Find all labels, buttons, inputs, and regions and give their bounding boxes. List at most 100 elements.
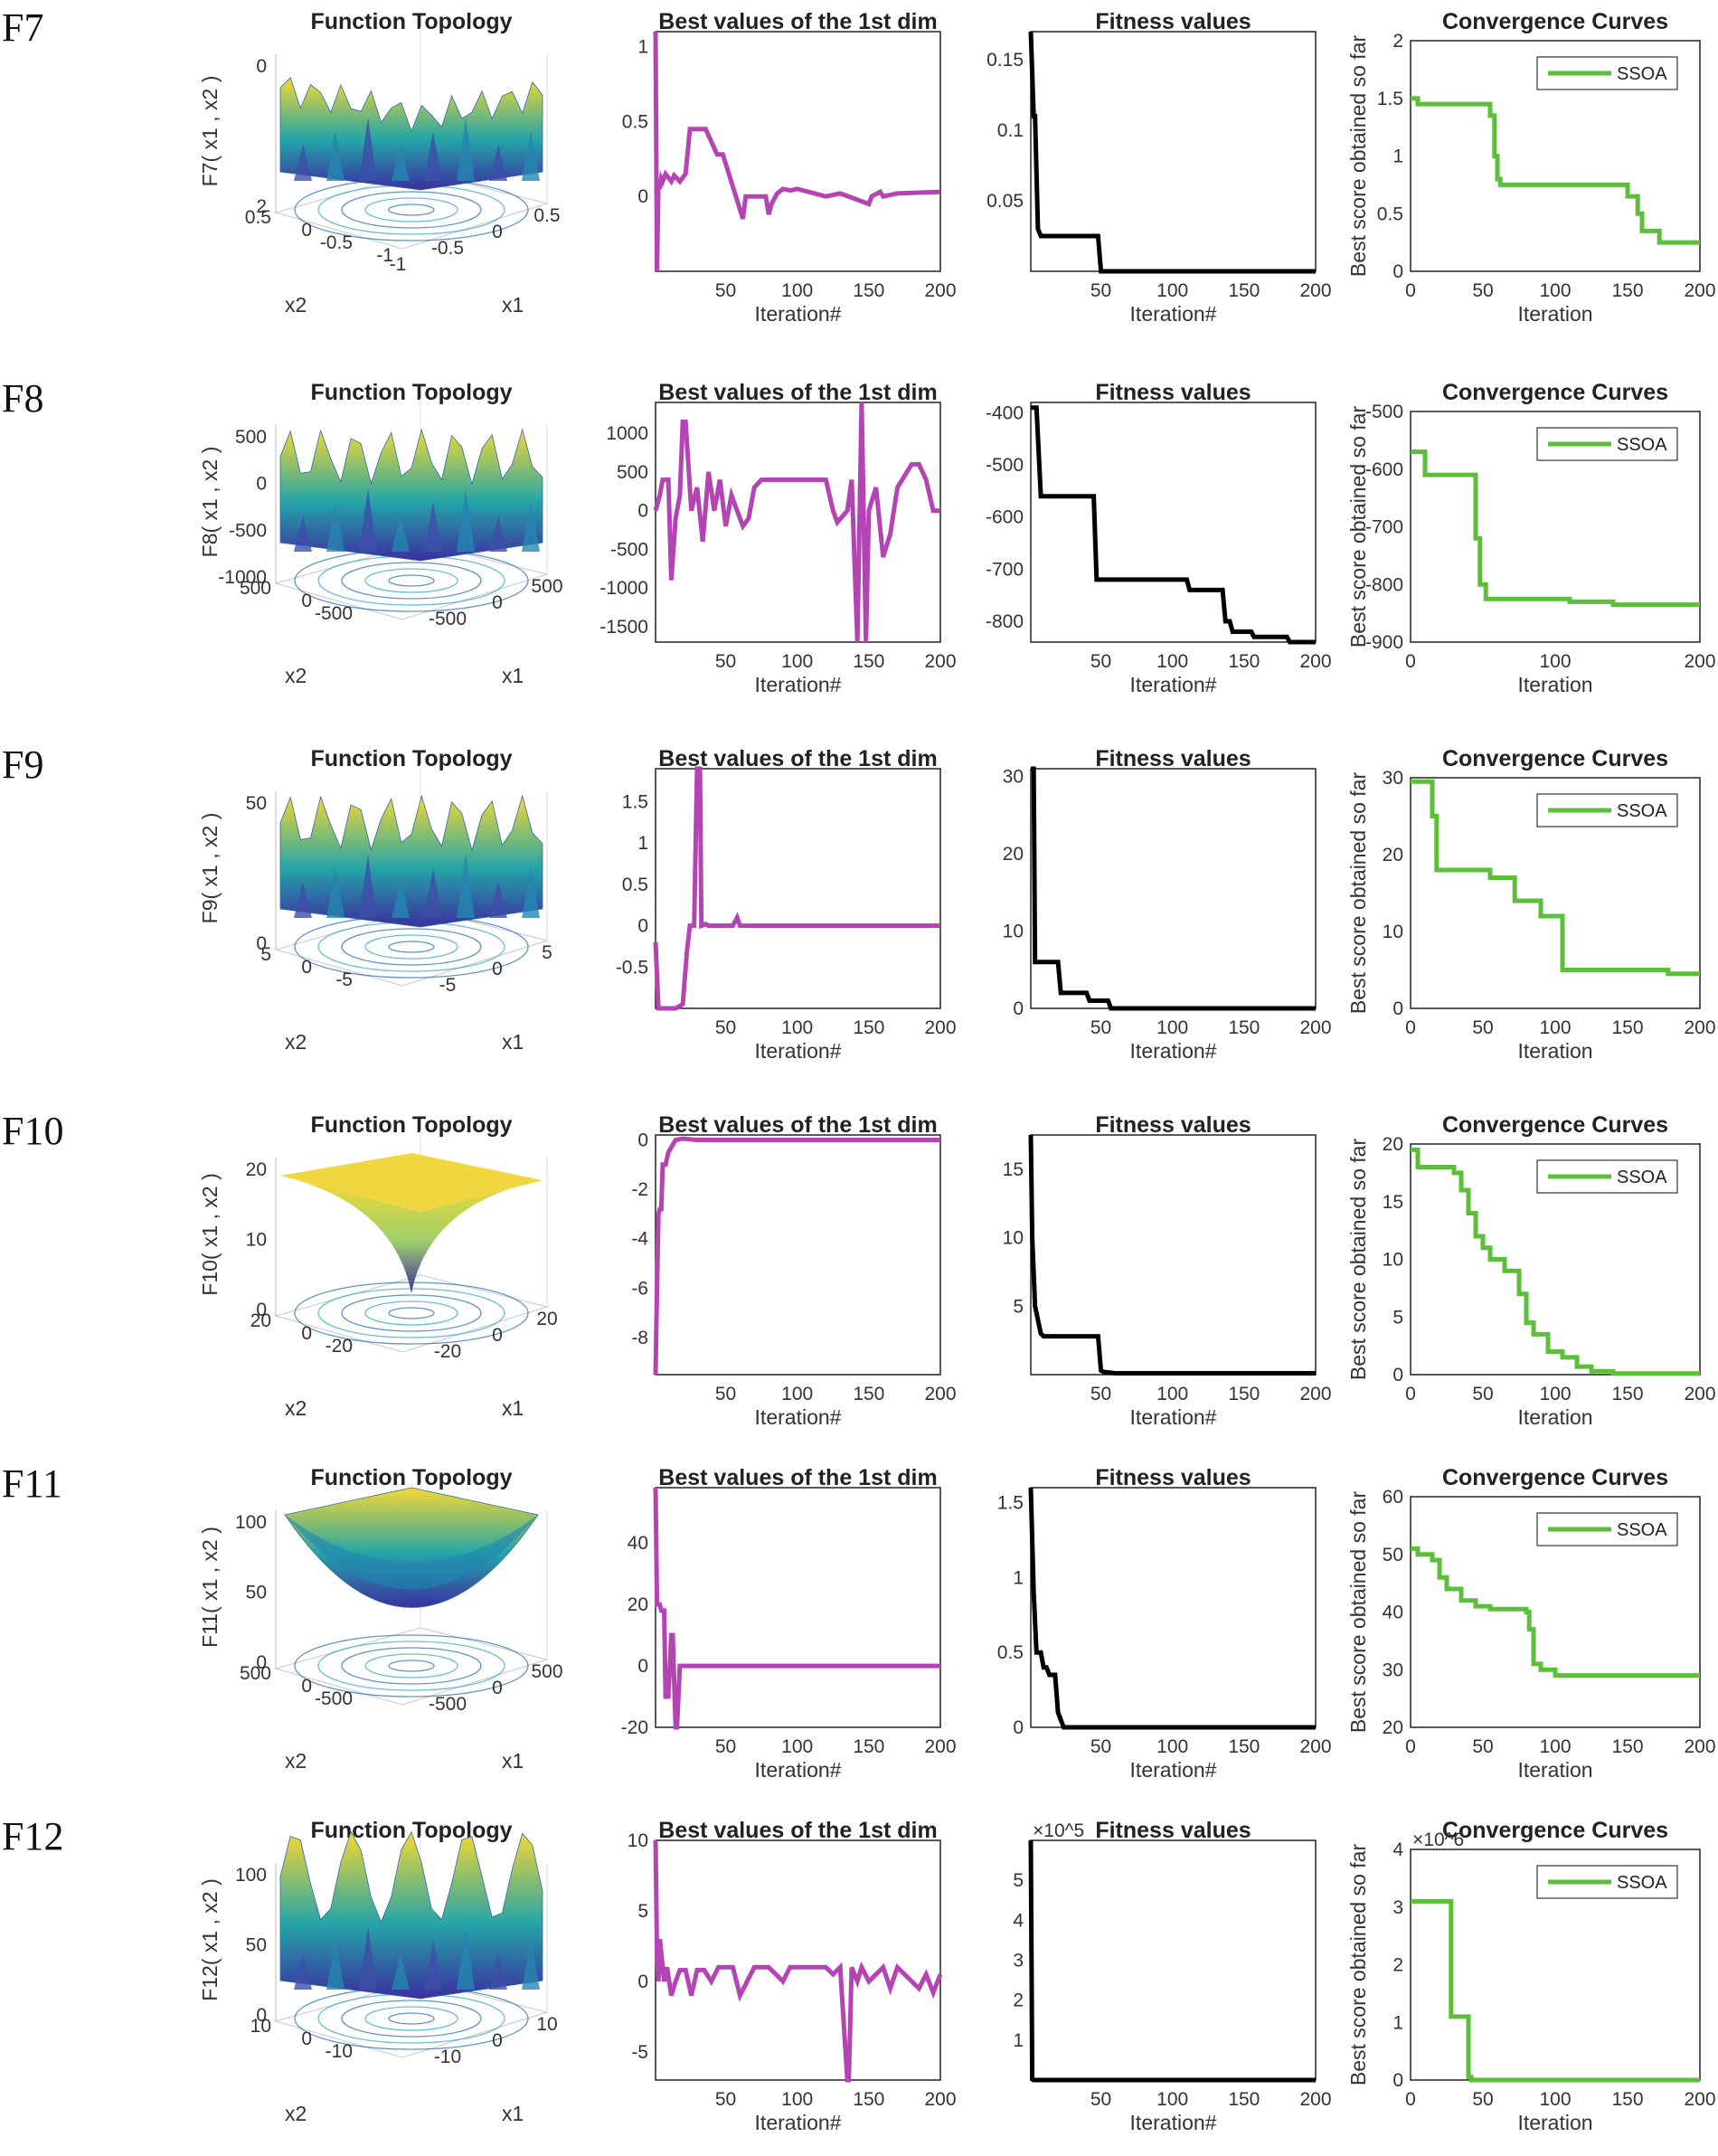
- x-tick-label: 0: [1405, 651, 1416, 672]
- y-tick-label: -2: [631, 1179, 648, 1200]
- y-tick-label: -6: [631, 1278, 648, 1299]
- x-tick-label: 0: [1405, 1384, 1416, 1404]
- z-tick-label: 0: [256, 56, 267, 77]
- y-tick-label: 2: [1392, 31, 1403, 52]
- y-tick-label: 1000: [606, 423, 648, 444]
- z-tick-label: 100: [235, 1865, 267, 1886]
- x2-tick-label: 500: [240, 578, 271, 599]
- y-tick-label: -500: [610, 539, 648, 560]
- plot-area: [1030, 768, 1317, 1009]
- y-tick-label: -4: [631, 1229, 648, 1250]
- x-tick-label: 150: [853, 2089, 884, 2110]
- x2-axis-label: x2: [285, 293, 307, 317]
- x-axis-label: Iteration: [1517, 1039, 1592, 1063]
- y-tick-label: 0: [1013, 998, 1024, 1019]
- x2-tick-label: 0.5: [245, 207, 271, 228]
- x-axis-label: Iteration#: [1130, 1405, 1217, 1429]
- z-tick-label: 0: [256, 474, 267, 495]
- x-tick-label: 150: [1228, 1736, 1260, 1757]
- z-tick-label: 50: [246, 793, 267, 814]
- chart-title: Best values of the 1st dim: [658, 1818, 937, 1843]
- chart-best-values: Best values of the 1st dim 50 100 150 200 100…: [599, 380, 956, 696]
- y-tick-label: 0.1: [997, 120, 1024, 141]
- y-tick-label: -800: [1365, 574, 1403, 595]
- x-tick-label: 50: [715, 2089, 736, 2110]
- x-tick-label: 200: [924, 1736, 956, 1757]
- y-tick-label: 0.5: [622, 111, 648, 132]
- series-line: [1031, 405, 1316, 645]
- y-tick-label: 5: [1013, 1296, 1024, 1317]
- x-axis-label: Iteration#: [755, 302, 842, 326]
- plot-area: [655, 1839, 941, 2081]
- z-tick-label: 0: [256, 2005, 267, 2026]
- x-tick-label: 150: [1228, 2089, 1260, 2110]
- x-tick-label: 100: [1156, 1017, 1188, 1038]
- chart-title: Best values of the 1st dim: [658, 9, 937, 34]
- x-tick-label: 100: [781, 2089, 813, 2110]
- series-line: [653, 1839, 943, 2083]
- row-label: F12: [2, 1814, 63, 1858]
- y-tick-label: -800: [986, 611, 1024, 632]
- row-label: F8: [2, 376, 43, 421]
- y-tick-label: 1: [1013, 1567, 1024, 1588]
- x-tick-label: 200: [1684, 2089, 1715, 2110]
- x2-tick-label: -1: [376, 245, 393, 266]
- x1-tick-label: 0: [492, 959, 503, 979]
- y-axis-label: Best score obtained so far: [1346, 1491, 1370, 1734]
- y-tick-label: 50: [1383, 1545, 1403, 1565]
- x2-axis-label: x2: [285, 1030, 307, 1054]
- x-tick-label: 100: [1539, 280, 1571, 301]
- x1-tick-label: 0: [492, 1678, 503, 1698]
- topology-title: Function Topology: [310, 1112, 512, 1138]
- chart-fitness-values: Fitness values 50 100 150 200 5 4 3 2 1 Iteration#…: [1013, 1818, 1331, 2134]
- x-tick-label: 100: [781, 280, 813, 301]
- x-axis-label: Iteration: [1517, 673, 1592, 696]
- y-tick-label: -600: [986, 507, 1024, 528]
- x2-tick-label: -500: [315, 603, 353, 624]
- y-tick-label: -900: [1365, 632, 1403, 653]
- x-axis-label: Iteration#: [1130, 2111, 1217, 2134]
- x-axis-label: Iteration: [1517, 2111, 1592, 2134]
- z-tick-label: 50: [246, 1583, 267, 1603]
- y-tick-label: 20: [1383, 1134, 1403, 1155]
- x1-axis-label: x1: [502, 1030, 524, 1054]
- y-tick-label: 10: [1383, 1250, 1403, 1271]
- legend-label: SSOA: [1617, 1520, 1667, 1540]
- y-tick-label: 0: [1392, 1365, 1403, 1385]
- y-tick-label: 3: [1392, 1897, 1403, 1918]
- plot-area: [655, 31, 941, 272]
- x-tick-label: 200: [1684, 1384, 1715, 1404]
- x1-tick-label: -0.5: [431, 238, 464, 259]
- z-axis-label: F10( x1 , x2 ): [198, 1173, 222, 1295]
- x-tick-label: 150: [1611, 2089, 1643, 2110]
- y-tick-label: -400: [986, 403, 1024, 424]
- y-tick-label: 1: [1392, 2012, 1403, 2033]
- x-tick-label: 50: [715, 1736, 736, 1757]
- x-tick-label: 150: [853, 1017, 884, 1038]
- x2-tick-label: -5: [335, 969, 353, 990]
- x-tick-label: 100: [1156, 280, 1188, 301]
- y-tick-label: 1: [637, 37, 648, 58]
- x-tick-label: 150: [1611, 1736, 1643, 1757]
- y-tick-label: 30: [1003, 767, 1024, 788]
- legend-label: SSOA: [1617, 435, 1667, 455]
- z-tick-label: 20: [246, 1159, 267, 1180]
- y-tick-label: -5: [631, 2042, 648, 2063]
- x-tick-label: 50: [1090, 1736, 1111, 1757]
- surface-plot: [279, 428, 543, 562]
- x-tick-label: 50: [715, 1017, 736, 1038]
- x-tick-label: 0: [1405, 1017, 1416, 1038]
- y-tick-label: -700: [1365, 517, 1403, 538]
- x2-tick-label: 0: [301, 957, 312, 978]
- chart-fitness-values: Fitness values 50 100 150 200 15 10 5 Iteration#: [1003, 1112, 1332, 1429]
- series-line: [653, 1487, 940, 1730]
- chart-title: Convergence Curves: [1442, 1465, 1668, 1490]
- x-axis-label: Iteration#: [755, 1405, 842, 1429]
- legend-label: SSOA: [1617, 1873, 1667, 1893]
- y-tick-label: 1: [1013, 2030, 1024, 2051]
- topology-title: Function Topology: [310, 1465, 512, 1490]
- x-tick-label: 100: [1539, 1384, 1571, 1404]
- y-tick-label: 0: [1392, 998, 1403, 1019]
